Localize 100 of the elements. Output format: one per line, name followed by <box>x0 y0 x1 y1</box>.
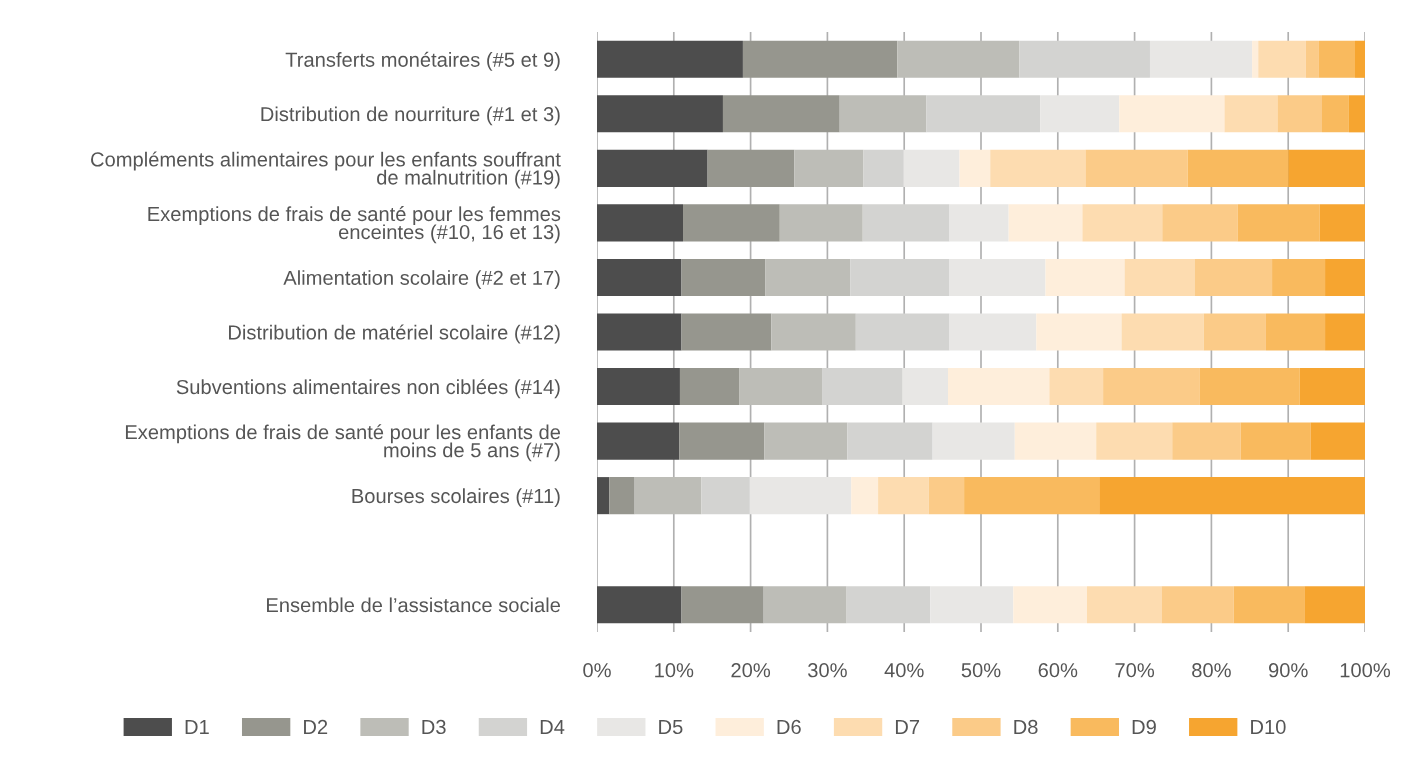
bar <box>1272 258 1326 296</box>
legend-label: D6 <box>777 719 801 735</box>
bar <box>1187 149 1289 187</box>
y-tick-label: Bourses scolaires (#11) <box>352 488 560 508</box>
bar <box>847 422 933 460</box>
bar <box>597 477 610 515</box>
bar <box>949 258 1046 296</box>
bar <box>1121 313 1204 351</box>
bar <box>701 477 750 515</box>
y-tick-label: Distribution de matériel scolaire (#12) <box>229 324 560 344</box>
bar <box>597 40 743 78</box>
bar <box>949 204 1009 242</box>
bar <box>928 477 965 515</box>
x-tick-label: 80% <box>1192 663 1231 678</box>
bar <box>1318 40 1356 78</box>
bar <box>739 368 823 406</box>
bar <box>1252 40 1259 78</box>
bar <box>1162 204 1238 242</box>
bar <box>926 95 1041 133</box>
bar <box>1277 95 1322 133</box>
x-tick-label: 60% <box>1038 663 1078 678</box>
bar <box>597 313 682 351</box>
bar <box>863 149 904 187</box>
bar <box>609 477 635 515</box>
bar <box>1305 40 1319 78</box>
bar <box>1265 313 1326 351</box>
bar <box>1258 40 1306 78</box>
bar <box>1237 204 1320 242</box>
bar <box>742 40 898 78</box>
bar <box>597 149 708 187</box>
bar <box>1161 586 1234 624</box>
x-tick-label: 90% <box>1268 663 1308 678</box>
bar <box>1310 422 1365 460</box>
x-tick-label: 40% <box>884 663 924 678</box>
legend-label: D4 <box>540 720 565 734</box>
bar <box>597 95 723 133</box>
bar <box>1014 422 1097 460</box>
bar <box>794 149 864 187</box>
bar <box>597 258 682 296</box>
bar <box>681 313 772 351</box>
bar <box>634 477 702 515</box>
bar <box>1040 95 1120 133</box>
bar <box>764 422 848 460</box>
bar <box>949 313 1037 351</box>
bar <box>1096 422 1173 460</box>
x-tick-label: 30% <box>808 663 847 678</box>
bar <box>902 368 948 406</box>
x-tick-label: 10% <box>655 663 694 678</box>
bar <box>932 422 1015 460</box>
bar <box>822 368 903 406</box>
bar <box>749 477 852 515</box>
legend-label: D9 <box>1132 719 1156 735</box>
bar <box>597 204 684 242</box>
bar <box>681 258 766 296</box>
bar <box>683 204 780 242</box>
bar <box>597 368 680 406</box>
bar <box>1124 258 1195 296</box>
bar <box>1203 313 1266 351</box>
bar <box>1319 204 1365 242</box>
bar <box>771 313 856 351</box>
y-tick-label: Exemptions de frais de santé pour les enfants de moins de 5 ans (#7) <box>125 424 561 462</box>
bar <box>1325 258 1365 296</box>
x-tick-label: 0% <box>583 663 611 678</box>
bar <box>1355 40 1365 78</box>
bar <box>862 204 950 242</box>
bar <box>722 95 840 133</box>
bar <box>597 586 682 624</box>
bar <box>763 586 847 624</box>
bar <box>1036 313 1122 351</box>
bar <box>679 422 765 460</box>
legend-label: D2 <box>304 719 328 734</box>
bar <box>1082 204 1163 242</box>
bar <box>1149 40 1253 78</box>
x-tick-label: 100% <box>1340 663 1391 678</box>
bar <box>1172 422 1241 460</box>
bar <box>1304 586 1365 624</box>
bar <box>959 149 991 187</box>
bar <box>1008 204 1083 242</box>
bar <box>681 586 764 624</box>
x-tick-label: 50% <box>961 663 1001 678</box>
bar <box>1288 149 1365 187</box>
bar <box>597 422 680 460</box>
bar <box>930 586 1014 624</box>
bar <box>947 368 1050 406</box>
bar <box>1049 368 1104 406</box>
bar <box>903 149 960 187</box>
legend-label: D5 <box>659 720 683 735</box>
y-tick-label: Compléments alimentaires pour les enfants souffrant de malnutrition (#19) <box>91 151 561 189</box>
bar <box>1013 586 1087 624</box>
y-tick-label: Exemptions de frais de santé pour les femmes enceintes (#10, 16 et 13) <box>148 206 561 244</box>
bar <box>1103 368 1200 406</box>
bar <box>1085 149 1188 187</box>
bar <box>1348 95 1365 133</box>
bar <box>964 477 1100 515</box>
bar <box>851 477 879 515</box>
bar <box>1325 313 1365 351</box>
bar <box>839 95 927 133</box>
legend-label: D8 <box>1014 719 1038 735</box>
bar <box>1194 258 1273 296</box>
bar <box>1119 95 1225 133</box>
